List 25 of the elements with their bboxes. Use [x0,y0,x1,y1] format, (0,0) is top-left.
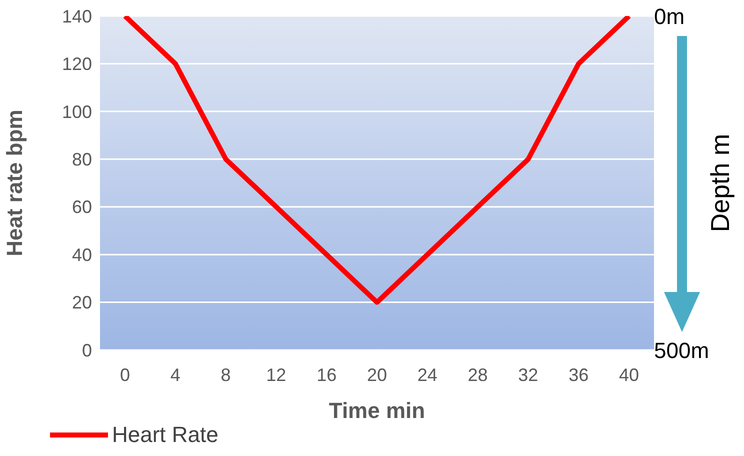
x-tick-label: 8 [220,364,231,385]
y-tick-label: 100 [62,102,92,122]
y-tick-label: 20 [72,292,92,313]
x-tick-label: 36 [568,364,589,385]
y-tick-label: 80 [72,150,92,170]
x-tick-label: 28 [468,364,488,385]
x-tick-label: 0 [120,364,130,385]
y-tick-label: 0 [82,340,92,360]
legend-label: Heart Rate [112,422,218,448]
y-tick-label: 40 [72,244,92,265]
x-tick-label: 20 [366,364,388,385]
y-tick-label: 120 [62,54,92,74]
x-tick-label: 12 [266,364,286,385]
y-tick-label: 140 [62,6,92,26]
x-axis-title: Time min [328,398,426,423]
x-tick-label: 16 [316,364,337,385]
x-tick-label: 32 [518,364,538,385]
y-tick-label: 60 [72,197,92,218]
x-tick-label: 40 [618,364,640,385]
y2-tick-label: 0m [654,4,685,29]
y2-tick-label: 500m [654,338,710,363]
x-tick-label: 4 [170,364,180,385]
y-axis-title: Heat rate bpm [2,110,27,256]
y2-axis-title: Depth m [705,134,736,232]
x-tick-label: 24 [417,364,438,385]
